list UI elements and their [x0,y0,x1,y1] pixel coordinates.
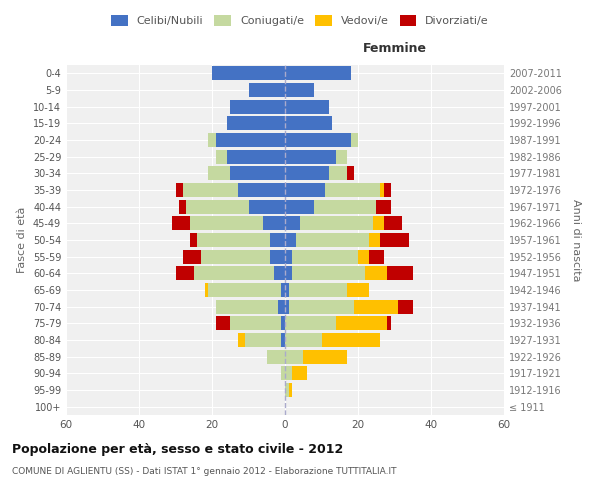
Bar [215,316,230,330]
Bar [285,133,350,147]
Bar [271,233,285,247]
Bar [230,166,285,180]
Bar [281,283,285,297]
Bar [292,266,365,280]
Bar [322,333,380,347]
Bar [369,233,380,247]
Bar [380,183,383,197]
Bar [248,200,285,214]
Bar [281,316,285,330]
Bar [336,316,387,330]
Bar [215,133,285,147]
Bar [285,300,289,314]
Bar [175,183,183,197]
Bar [183,250,201,264]
Bar [299,216,373,230]
Bar [215,300,278,314]
Bar [227,116,285,130]
Bar [383,183,391,197]
Bar [329,166,347,180]
Bar [194,266,274,280]
Bar [376,200,391,214]
Y-axis label: Fasce di età: Fasce di età [17,207,27,273]
Bar [274,266,285,280]
Bar [208,283,281,297]
Bar [245,333,281,347]
Bar [296,233,369,247]
Legend: Celibi/Nubili, Coniugati/e, Vedovi/e, Divorziati/e: Celibi/Nubili, Coniugati/e, Vedovi/e, Di… [107,10,493,30]
Bar [347,283,369,297]
Bar [285,100,329,114]
Bar [285,266,292,280]
Bar [190,233,197,247]
Bar [263,216,285,230]
Bar [285,383,289,397]
Bar [289,300,355,314]
Bar [387,316,391,330]
Text: Popolazione per età, sesso e stato civile - 2012: Popolazione per età, sesso e stato civil… [12,442,343,456]
Bar [201,250,271,264]
Bar [285,83,314,97]
Bar [369,250,383,264]
Bar [336,150,347,164]
Bar [281,333,285,347]
Bar [358,250,369,264]
Bar [365,266,387,280]
Bar [172,216,190,230]
Bar [350,133,358,147]
Bar [285,166,329,180]
Bar [208,133,215,147]
Bar [271,250,285,264]
Bar [387,266,413,280]
Bar [285,116,332,130]
Bar [285,366,292,380]
Bar [183,183,238,197]
Bar [227,150,285,164]
Bar [197,233,271,247]
Bar [289,383,292,397]
Bar [230,100,285,114]
Bar [285,333,322,347]
Bar [285,233,296,247]
Bar [215,150,227,164]
Bar [205,283,208,297]
Bar [285,66,350,80]
Y-axis label: Anni di nascita: Anni di nascita [571,198,581,281]
Bar [303,350,347,364]
Text: Femmine: Femmine [362,42,427,54]
Bar [355,300,398,314]
Bar [314,200,376,214]
Bar [285,283,289,297]
Bar [289,283,347,297]
Bar [238,333,245,347]
Bar [248,83,285,97]
Bar [285,183,325,197]
Bar [285,200,314,214]
Bar [190,216,263,230]
Bar [373,216,383,230]
Bar [267,350,285,364]
Bar [285,316,336,330]
Bar [230,316,281,330]
Bar [187,200,248,214]
Bar [285,216,299,230]
Bar [281,366,285,380]
Bar [398,300,413,314]
Bar [325,183,380,197]
Bar [179,200,187,214]
Bar [285,350,303,364]
Bar [383,216,402,230]
Bar [176,266,194,280]
Bar [278,300,285,314]
Bar [212,66,285,80]
Bar [292,250,358,264]
Bar [285,250,292,264]
Bar [347,166,355,180]
Bar [292,366,307,380]
Bar [380,233,409,247]
Bar [208,166,230,180]
Bar [285,150,336,164]
Text: COMUNE DI AGLIENTU (SS) - Dati ISTAT 1° gennaio 2012 - Elaborazione TUTTITALIA.I: COMUNE DI AGLIENTU (SS) - Dati ISTAT 1° … [12,468,397,476]
Bar [238,183,285,197]
